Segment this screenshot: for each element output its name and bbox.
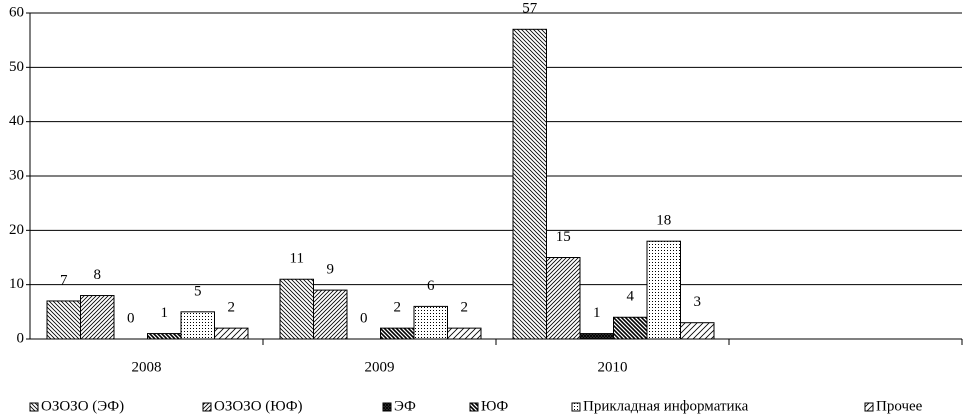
y-tick-label: 30 bbox=[9, 167, 24, 183]
bar bbox=[413, 305, 448, 340]
bar bbox=[646, 240, 681, 340]
bar bbox=[613, 316, 648, 340]
legend-label: ЭФ bbox=[394, 398, 416, 414]
x-tick-label: 2009 bbox=[365, 359, 395, 375]
value-label: 8 bbox=[94, 267, 102, 283]
value-label: 2 bbox=[228, 300, 236, 316]
legend-label: Прикладная информатика bbox=[583, 398, 749, 414]
legend-swatch bbox=[469, 402, 479, 412]
bar bbox=[279, 278, 314, 340]
x-tick-label: 2010 bbox=[598, 359, 628, 375]
bar bbox=[380, 327, 415, 340]
legend-label: Прочее bbox=[876, 398, 923, 414]
value-label: 5 bbox=[194, 283, 202, 299]
bar bbox=[512, 28, 547, 340]
legend-swatch bbox=[202, 402, 212, 412]
legend-swatch bbox=[864, 402, 874, 412]
value-label: 11 bbox=[290, 251, 304, 267]
bar bbox=[680, 322, 715, 340]
y-tick-label: 10 bbox=[9, 276, 24, 292]
y-tick-label: 20 bbox=[9, 222, 24, 238]
legend-swatch bbox=[571, 402, 581, 412]
y-tick-label: 50 bbox=[9, 59, 24, 75]
value-label: 1 bbox=[161, 305, 169, 321]
value-label: 2 bbox=[394, 300, 402, 316]
y-tick-label: 60 bbox=[9, 4, 24, 20]
value-label: 9 bbox=[327, 262, 335, 278]
value-label: 2 bbox=[461, 300, 469, 316]
bar bbox=[80, 295, 115, 340]
legend-label: ОЗОЗО (ЭФ) bbox=[41, 398, 124, 414]
value-label: 6 bbox=[427, 278, 435, 294]
bar bbox=[546, 257, 581, 340]
value-label: 1 bbox=[593, 305, 601, 321]
bar bbox=[46, 300, 81, 340]
legend-label: ЮФ bbox=[481, 398, 508, 414]
bar bbox=[147, 333, 182, 340]
bar bbox=[214, 327, 249, 340]
bar bbox=[447, 327, 482, 340]
value-label: 0 bbox=[127, 310, 135, 326]
y-tick-label: 40 bbox=[9, 113, 24, 129]
legend-swatch bbox=[382, 402, 392, 412]
value-label: 4 bbox=[627, 289, 635, 305]
value-label: 7 bbox=[60, 272, 68, 288]
value-label: 15 bbox=[556, 229, 571, 245]
value-label: 57 bbox=[522, 1, 538, 17]
y-tick-label: 0 bbox=[17, 330, 25, 346]
legend-label: ОЗОЗО (ЮФ) bbox=[214, 398, 303, 414]
bar bbox=[313, 289, 348, 340]
bar bbox=[579, 333, 614, 340]
value-label: 3 bbox=[694, 294, 702, 310]
legend-swatch bbox=[29, 402, 39, 412]
value-label: 18 bbox=[656, 213, 671, 229]
value-label: 0 bbox=[360, 310, 368, 326]
bar bbox=[180, 311, 215, 340]
x-tick-label: 2008 bbox=[132, 359, 162, 375]
